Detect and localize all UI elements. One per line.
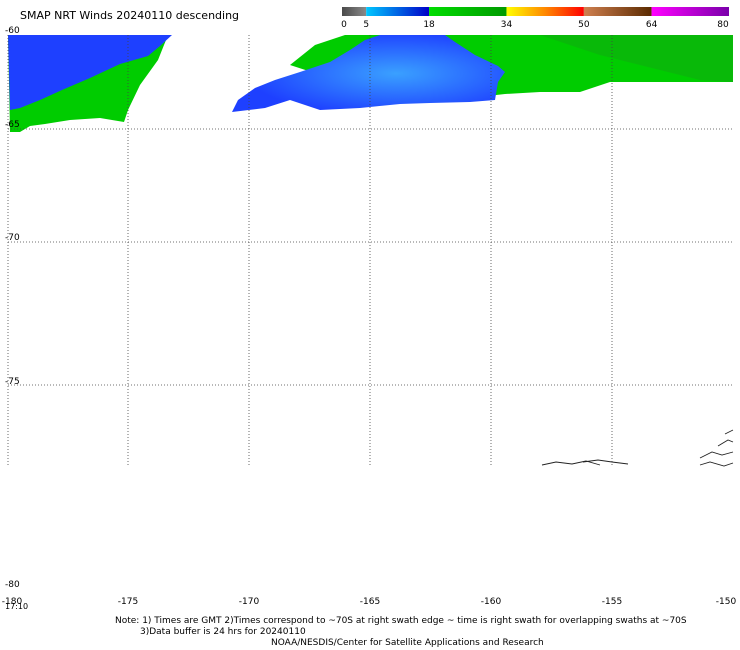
map-title: SMAP NRT Winds 20240110 descending — [20, 9, 240, 22]
colorbar-tick-label: 34 — [500, 20, 513, 30]
colorbar-tick-label: 5 — [363, 20, 370, 30]
colorbar-segment — [342, 7, 367, 16]
lon-label-180: -180 — [1, 597, 23, 607]
swath-left-blue — [8, 35, 172, 110]
note-line-2: 3)Data buffer is 24 hrs for 20240110 — [140, 627, 306, 637]
coastline — [541, 429, 734, 467]
lat-label-65: -65 — [5, 120, 20, 130]
lat-label-80: -80 — [5, 580, 20, 590]
swath-time-label: 17:10 — [5, 602, 29, 611]
colorbar-segment — [366, 7, 430, 16]
colorbar-tick-label: 50 — [578, 20, 590, 30]
lon-label-170: -170 — [238, 597, 260, 607]
lat-label-60: -60 — [5, 26, 20, 36]
lon-label-155: -155 — [601, 597, 623, 607]
colorbar-tick-label: 80 — [717, 20, 729, 30]
colorbar-segment — [583, 7, 652, 16]
lat-label-75: -75 — [5, 377, 20, 387]
colorbar-tick-label: 18 — [423, 20, 435, 30]
swath-right-green-dark — [540, 35, 733, 82]
colorbar-tick-label: 64 — [645, 20, 658, 30]
graticule — [7, 35, 733, 465]
colorbar-segment — [429, 7, 507, 16]
lon-label-165: -165 — [359, 597, 381, 607]
lon-label-160: -160 — [480, 597, 502, 607]
colorbar-tick-label: 0 — [341, 20, 347, 30]
note-line-1: Note: 1) Times are GMT 2)Times correspon… — [115, 616, 687, 626]
swath-center-blue — [232, 35, 505, 112]
lon-label-175: -175 — [117, 597, 139, 607]
colorbar-segment — [651, 7, 729, 16]
note-line-3: NOAA/NESDIS/Center for Satellite Applica… — [271, 638, 544, 648]
lon-label-150: -150 — [715, 597, 737, 607]
colorbar-segment — [506, 7, 584, 16]
lat-label-70: -70 — [5, 233, 20, 243]
colorbar — [342, 7, 729, 16]
wind-swaths — [8, 35, 733, 132]
